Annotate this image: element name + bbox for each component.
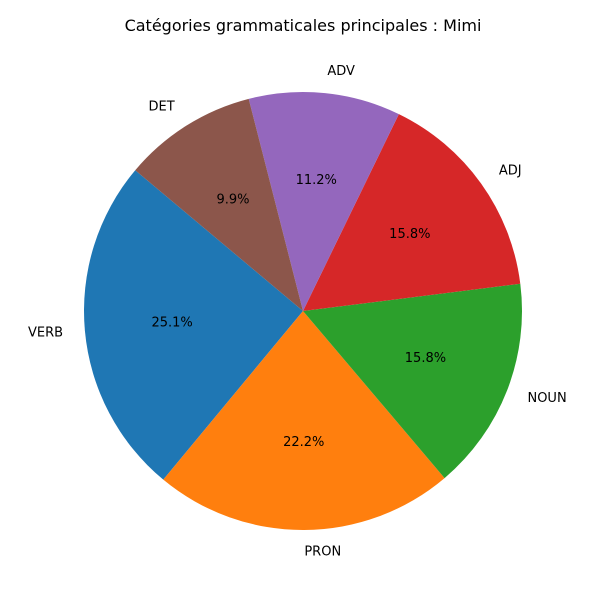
slice-value-adj: 15.8% <box>389 227 430 242</box>
slice-label-verb: VERB <box>28 325 63 340</box>
slice-label-adv: ADV <box>327 64 355 79</box>
pie-slice-pron <box>163 311 445 530</box>
slice-label-pron: PRON <box>304 544 341 559</box>
pie-slice-adj <box>303 114 521 311</box>
slice-value-adv: 11.2% <box>296 173 337 188</box>
pie-slice-det <box>135 98 303 311</box>
slice-label-adj: ADJ <box>499 163 522 178</box>
pie-slice-noun <box>303 283 522 479</box>
slice-value-verb: 25.1% <box>151 315 192 330</box>
chart-title: Catégories grammaticales principales : M… <box>125 16 482 35</box>
slice-label-det: DET <box>149 100 175 115</box>
slice-label-noun: NOUN <box>527 391 566 406</box>
slice-value-det: 9.9% <box>217 192 250 207</box>
slice-value-pron: 22.2% <box>283 435 324 450</box>
slice-value-noun: 15.8% <box>405 351 446 366</box>
pie-slices <box>84 91 522 530</box>
pie-slice-adv <box>248 91 399 311</box>
pie-labels: VERB 25.1% PRON 22.2% NOUN 15.8% ADJ 15.8% ADV 11… <box>28 64 567 560</box>
pie-slice-verb <box>84 170 303 480</box>
